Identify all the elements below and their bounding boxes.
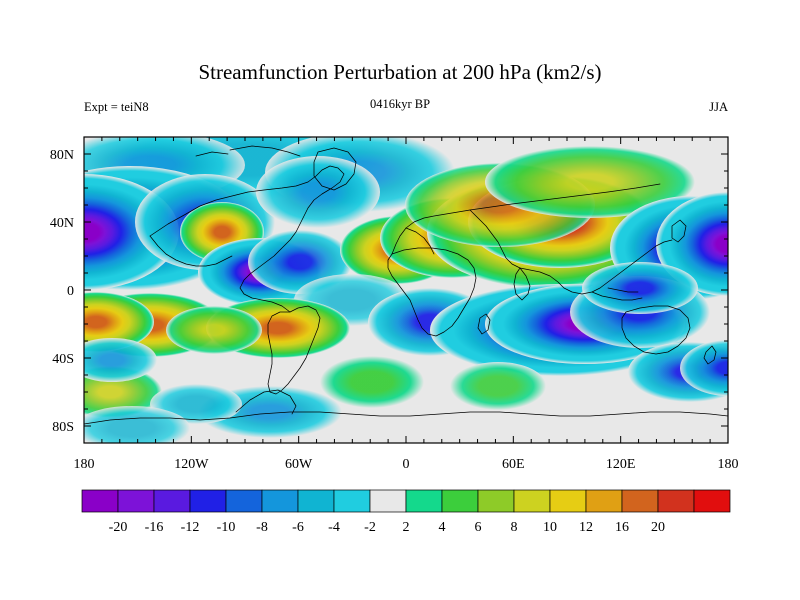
colorbar-tick-label: 4 <box>439 520 446 535</box>
colorbar-cell <box>189 489 227 513</box>
x-tick-label: 0 <box>403 457 410 472</box>
colorbar-cell <box>369 489 407 513</box>
x-tick-label: 120E <box>606 457 636 472</box>
y-tick-label: 80N <box>50 148 74 163</box>
colorbar-tick-label: 16 <box>615 520 629 535</box>
colorbar-tick-label: -6 <box>292 520 304 535</box>
colorbar-tick-label: 8 <box>511 520 518 535</box>
colorbar-tick-label: -16 <box>145 520 164 535</box>
colorbar-cell <box>441 489 479 513</box>
experiment-label: Expt = teiN8 <box>84 100 149 114</box>
colorbar-cell <box>117 489 155 513</box>
colorbar-cell <box>405 489 443 513</box>
colorbar-cell <box>477 489 515 513</box>
anomaly-field <box>84 137 728 443</box>
x-tick-label: 60E <box>502 457 525 472</box>
colorbar-tick-label: -10 <box>217 520 236 535</box>
colorbar-tick-label: 6 <box>475 520 482 535</box>
colorbar-cell <box>225 489 263 513</box>
colorbar-tick-label: -20 <box>109 520 128 535</box>
colorbar: -20 -16 -12 -10 -8 -6 -4 -2 2 4 6 8 10 12 16 20 <box>81 489 731 535</box>
x-tick-label: 120W <box>174 457 209 472</box>
y-axis-labels: 80N 40N 0 40S 80S <box>50 148 74 435</box>
y-tick-label: 40S <box>52 352 74 367</box>
colorbar-cell <box>513 489 551 513</box>
colorbar-tick-label: 12 <box>579 520 593 535</box>
colorbar-cell <box>81 489 119 513</box>
x-tick-label: 60W <box>285 457 313 472</box>
colorbar-tick-label: -4 <box>328 520 340 535</box>
colorbar-tick-label: -2 <box>364 520 376 535</box>
colorbar-cell <box>333 489 371 513</box>
page-title: Streamfunction Perturbation at 200 hPa (… <box>198 60 601 84</box>
y-tick-label: 0 <box>67 284 74 299</box>
coastlines <box>84 145 728 425</box>
colorbar-cell <box>585 489 623 513</box>
colorbar-cell <box>261 489 299 513</box>
y-tick-label: 40N <box>50 216 74 231</box>
timeslice-label: 0416kyr BP <box>370 97 430 111</box>
colorbar-cell <box>657 489 695 513</box>
colorbar-tick-label: 2 <box>403 520 410 535</box>
axis-ticks <box>83 137 729 443</box>
colorbar-cell <box>621 489 659 513</box>
colorbar-tick-label: 10 <box>543 520 557 535</box>
colorbar-cell <box>693 489 731 513</box>
colorbar-cell <box>153 489 191 513</box>
colorbar-tick-label: -12 <box>181 520 200 535</box>
colorbar-cell <box>297 489 335 513</box>
colorbar-cell <box>549 489 587 513</box>
colorbar-tick-label: -8 <box>256 520 268 535</box>
season-label: JJA <box>709 100 728 114</box>
x-axis-labels: 180 120W 60W 0 60E 120E 180 <box>74 457 739 472</box>
map-panel: 80N 40N 0 40S 80S 180 120W 60W 0 60E 120… <box>50 136 739 472</box>
x-tick-label: 180 <box>74 457 95 472</box>
x-tick-label: 180 <box>718 457 739 472</box>
y-tick-label: 80S <box>52 420 74 435</box>
colorbar-tick-label: 20 <box>651 520 665 535</box>
